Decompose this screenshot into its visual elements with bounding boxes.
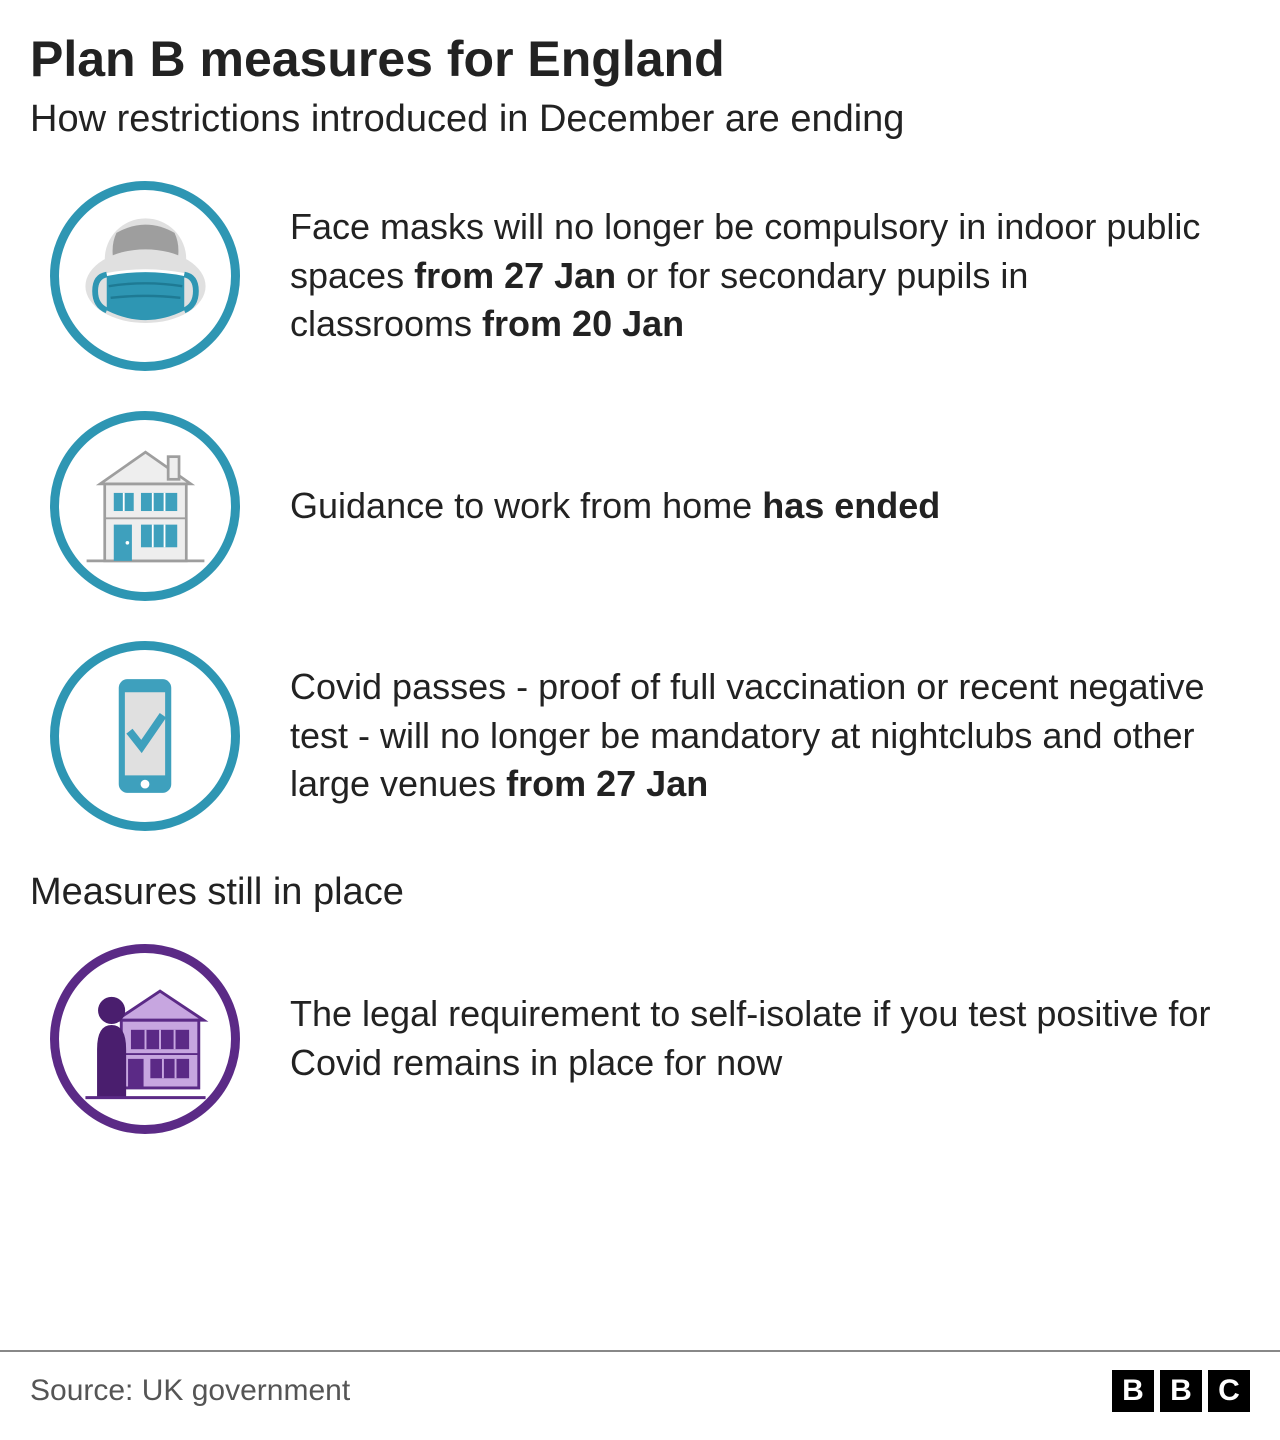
mask-icon <box>50 181 240 371</box>
measure-text-face-masks: Face masks will no longer be compulsory … <box>290 203 1250 349</box>
bbc-logo-letter: B <box>1160 1370 1202 1412</box>
measure-row-face-masks: Face masks will no longer be compulsory … <box>30 181 1250 371</box>
bbc-logo: B B C <box>1112 1370 1250 1412</box>
bbc-logo-letter: B <box>1112 1370 1154 1412</box>
infographic-container: Plan B measures for England How restrict… <box>0 0 1280 1134</box>
page-subtitle: How restrictions introduced in December … <box>30 98 1250 141</box>
measure-row-covid-passes: Covid passes - proof of full vaccination… <box>30 641 1250 831</box>
remaining-heading: Measures still in place <box>30 871 1250 914</box>
page-title: Plan B measures for England <box>30 30 1250 88</box>
footer: Source: UK government B B C <box>0 1350 1280 1440</box>
house-icon <box>50 411 240 601</box>
measure-row-self-isolate: The legal requirement to self-isolate if… <box>30 944 1250 1134</box>
measure-text-wfh: Guidance to work from home has ended <box>290 482 1250 531</box>
source-text: Source: UK government <box>30 1374 350 1408</box>
measure-text-covid-passes: Covid passes - proof of full vaccination… <box>290 663 1250 809</box>
bbc-logo-letter: C <box>1208 1370 1250 1412</box>
measure-row-wfh: Guidance to work from home has ended <box>30 411 1250 601</box>
person-house-icon <box>50 944 240 1134</box>
phone-icon <box>50 641 240 831</box>
measure-text-self-isolate: The legal requirement to self-isolate if… <box>290 990 1250 1087</box>
